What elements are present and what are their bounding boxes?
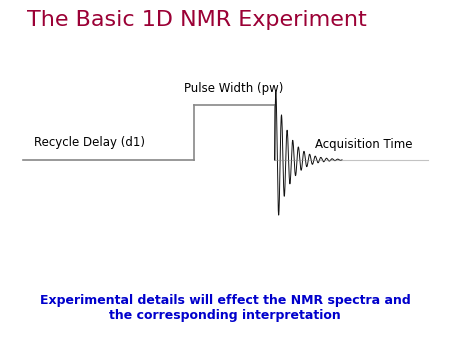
Text: Pulse Width (pw): Pulse Width (pw)	[184, 82, 284, 95]
Text: Experimental details will effect the NMR spectra and
the corresponding interpret: Experimental details will effect the NMR…	[40, 294, 410, 322]
Text: Acquisition Time: Acquisition Time	[315, 138, 413, 151]
Text: Recycle Delay (d1): Recycle Delay (d1)	[35, 136, 145, 149]
Text: The Basic 1D NMR Experiment: The Basic 1D NMR Experiment	[27, 10, 367, 30]
